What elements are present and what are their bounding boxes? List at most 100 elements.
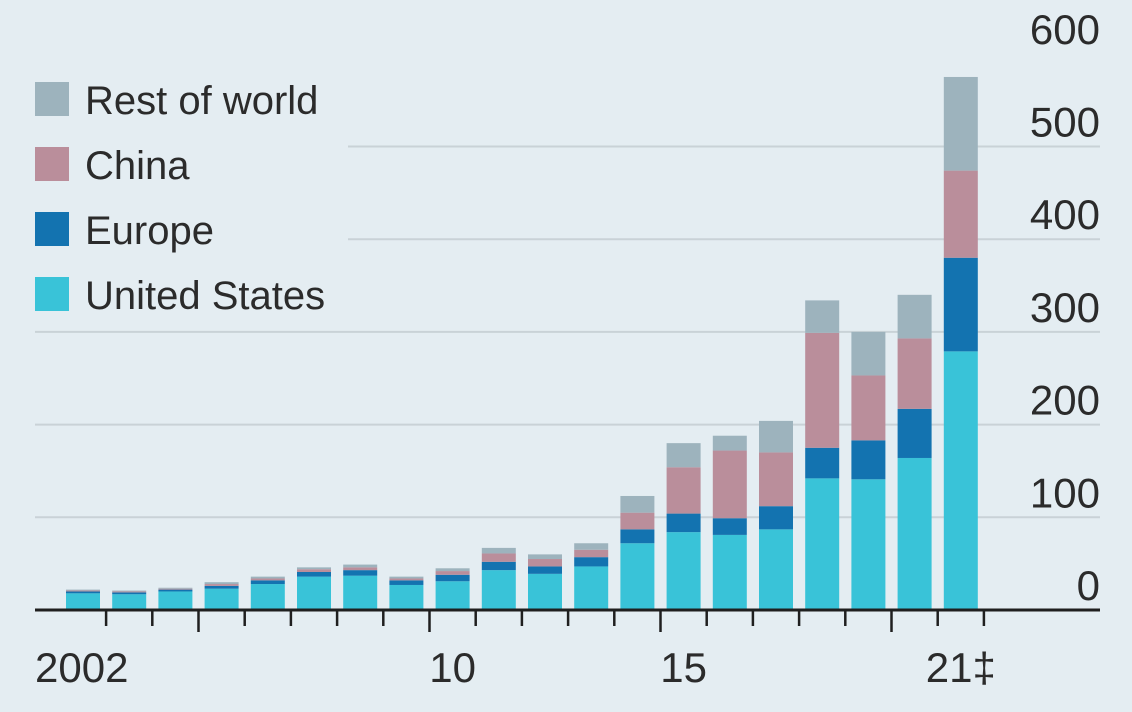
bar-united-states-2014: [620, 543, 655, 610]
bar-stack-2016: [712, 435, 747, 610]
bar-china-2004: [158, 588, 193, 590]
bar-united-states-2011: [481, 570, 516, 610]
bar-europe-2011: [481, 561, 516, 571]
bar-stack-2007: [297, 567, 331, 610]
bar-stack-2012: [528, 554, 562, 610]
bar-united-states-2004: [158, 591, 193, 610]
bar-rest-of-world-2007: [297, 567, 331, 570]
bar-china-2003: [112, 591, 147, 593]
bar-rest-of-world-2011: [481, 547, 516, 554]
bar-rest-of-world-2003: [112, 590, 147, 592]
bar-rest-of-world-2009: [389, 576, 424, 579]
bar-europe-2005: [204, 585, 239, 589]
bar-rest-of-world-2006: [250, 576, 285, 579]
bar-stack-2002: [66, 589, 100, 610]
bar-stack-2009: [389, 576, 424, 610]
y-tick-label-0: 0: [1077, 562, 1100, 609]
bar-stack-2017: [759, 420, 793, 610]
bar-united-states-2019: [851, 479, 886, 610]
bar-stack-2013: [574, 543, 609, 610]
x-tick-label-2021: 21‡: [926, 644, 996, 691]
bar-stack-2011: [481, 547, 516, 610]
bar-united-states-2005: [204, 588, 239, 610]
bar-united-states-2013: [574, 566, 609, 610]
bar-china-2007: [297, 569, 331, 572]
bar-china-2021: [943, 170, 978, 258]
bar-china-2010: [435, 571, 470, 575]
bar-china-2015: [666, 467, 701, 514]
bar-united-states-2020: [897, 457, 932, 610]
bar-united-states-2008: [343, 575, 378, 610]
y-axis-labels: 0 100 200 300 400 500 600: [1030, 6, 1100, 609]
legend-swatch-europe: [35, 212, 69, 246]
bar-europe-2003: [112, 592, 147, 595]
y-tick-label-300: 300: [1030, 284, 1100, 331]
bar-united-states-2002: [66, 593, 100, 610]
y-tick-label-200: 200: [1030, 377, 1100, 424]
legend: Rest of world China Europe United States: [35, 79, 325, 318]
bar-rest-of-world-2005: [204, 582, 239, 585]
bar-china-2016: [712, 450, 747, 519]
bar-stack-2006: [250, 576, 285, 610]
bar-china-2019: [851, 375, 886, 441]
bar-europe-2004: [158, 589, 193, 592]
legend-label-rest-of-world: Rest of world: [85, 79, 318, 123]
bar-united-states-2009: [389, 584, 424, 610]
bar-europe-2014: [620, 529, 655, 544]
bar-stack-2018: [805, 300, 840, 610]
bar-europe-2008: [343, 570, 378, 576]
bar-rest-of-world-2008: [343, 564, 378, 568]
bar-rest-of-world-2010: [435, 568, 470, 572]
bar-europe-2019: [851, 440, 886, 480]
bar-china-2020: [897, 338, 932, 409]
bar-china-2014: [620, 512, 655, 530]
bar-stack-2008: [343, 564, 378, 610]
bar-united-states-2006: [250, 584, 285, 610]
y-tick-label-500: 500: [1030, 99, 1100, 146]
bar-europe-2013: [574, 557, 609, 567]
bar-china-2012: [528, 559, 562, 567]
bar-rest-of-world-2012: [528, 554, 562, 560]
bar-united-states-2017: [759, 529, 793, 610]
bar-united-states-2021: [943, 351, 978, 610]
bar-rest-of-world-2019: [851, 331, 886, 376]
bar-stack-2019: [851, 331, 886, 610]
y-tick-label-600: 600: [1030, 6, 1100, 53]
bar-china-2011: [481, 553, 516, 562]
bar-stack-2004: [158, 587, 193, 610]
x-tick-label-2002: 2002: [35, 644, 128, 691]
bar-rest-of-world-2002: [66, 589, 100, 591]
bar-china-2009: [389, 578, 424, 581]
bar-united-states-2012: [528, 573, 562, 610]
bar-stack-2014: [620, 495, 655, 610]
bar-united-states-2016: [712, 534, 747, 610]
bar-china-2005: [204, 584, 239, 586]
bar-stack-2020: [897, 294, 932, 610]
bar-china-2002: [66, 590, 100, 592]
x-tick-label-2015: 15: [660, 644, 707, 691]
bar-europe-2009: [389, 580, 424, 585]
bar-china-2013: [574, 549, 609, 558]
legend-label-europe: Europe: [85, 209, 214, 253]
legend-label-china: China: [85, 144, 190, 188]
bar-rest-of-world-2018: [805, 300, 840, 333]
bar-stack-2021: [943, 76, 978, 610]
x-tick-label-2010: 10: [429, 644, 476, 691]
bar-europe-2015: [666, 513, 701, 533]
bar-europe-2020: [897, 408, 932, 458]
bar-europe-2021: [943, 257, 978, 352]
bar-united-states-2015: [666, 532, 701, 610]
bar-china-2017: [759, 452, 793, 507]
bar-europe-2018: [805, 447, 840, 479]
bar-europe-2010: [435, 574, 470, 582]
legend-label-united-states: United States: [85, 274, 325, 318]
bar-europe-2006: [250, 580, 285, 585]
bar-europe-2002: [66, 591, 100, 594]
bar-rest-of-world-2020: [897, 294, 932, 339]
legend-swatch-rest-of-world: [35, 82, 69, 116]
bar-europe-2017: [759, 506, 793, 530]
bar-china-2018: [805, 332, 840, 448]
bar-united-states-2010: [435, 581, 470, 610]
bar-rest-of-world-2004: [158, 587, 193, 589]
